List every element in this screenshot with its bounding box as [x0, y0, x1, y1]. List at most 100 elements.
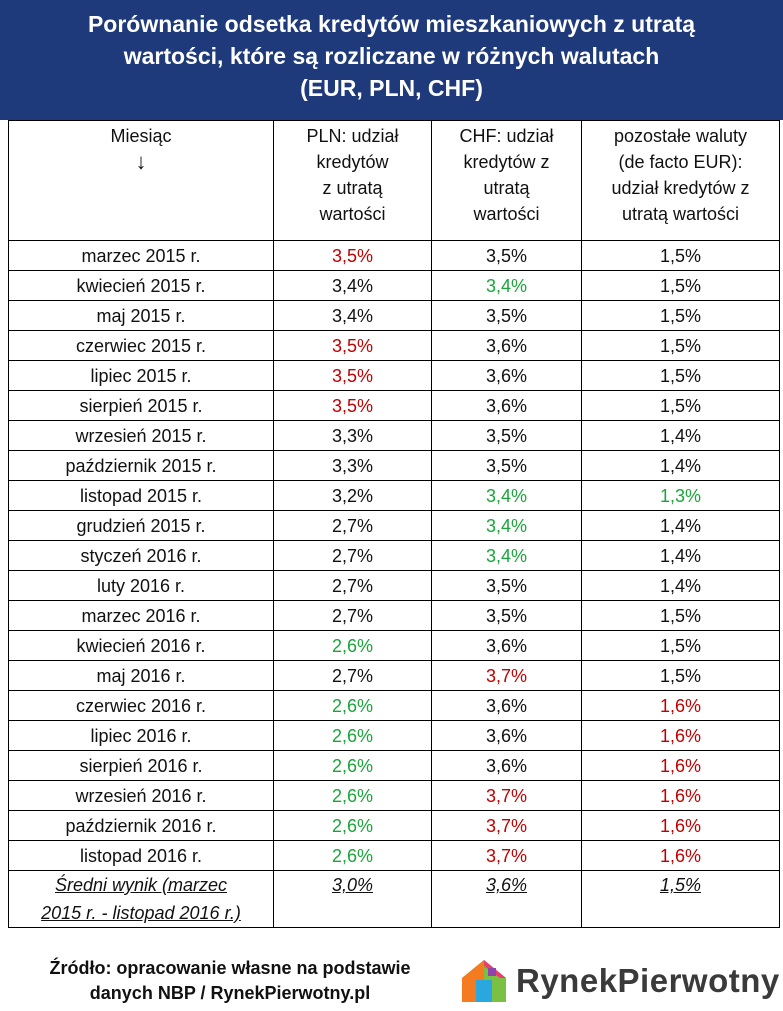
- title-line-3: (EUR, PLN, CHF): [300, 75, 483, 101]
- data-table: Miesiąc ↓ PLN: udział kredytów z utratą wart…: [8, 120, 780, 928]
- pln-cell: 2,6%: [273, 810, 432, 841]
- pln-cell: 3,5%: [273, 240, 432, 271]
- pln-cell: 2,7%: [273, 570, 432, 601]
- other-cell: 1,5%: [581, 240, 780, 271]
- chf-cell: 3,7%: [431, 780, 582, 811]
- other-cell: 1,5%: [581, 300, 780, 331]
- pln-cell: 2,7%: [273, 540, 432, 571]
- other-cell: 1,4%: [581, 510, 780, 541]
- month-cell: wrzesień 2015 r.: [8, 420, 274, 451]
- chf-cell: 3,4%: [431, 270, 582, 301]
- chf-cell: 3,7%: [431, 840, 582, 871]
- month-cell: październik 2015 r.: [8, 450, 274, 481]
- chf-cell: 3,4%: [431, 540, 582, 571]
- pln-cell: 2,6%: [273, 840, 432, 871]
- other-cell: 1,6%: [581, 690, 780, 721]
- other-cell: 1,6%: [581, 810, 780, 841]
- table-row: kwiecień 2015 r. 3,4% 3,4% 1,5%: [8, 270, 780, 301]
- month-cell: sierpień 2016 r.: [8, 750, 274, 781]
- other-cell: 1,5%: [581, 270, 780, 301]
- table-row: maj 2016 r. 2,7% 3,7% 1,5%: [8, 660, 780, 691]
- average-other: 1,5%: [581, 870, 780, 928]
- month-cell: czerwiec 2015 r.: [8, 330, 274, 361]
- chf-cell: 3,4%: [431, 510, 582, 541]
- average-pln: 3,0%: [273, 870, 432, 928]
- other-cell: 1,6%: [581, 720, 780, 751]
- table-row: listopad 2016 r. 2,6% 3,7% 1,6%: [8, 840, 780, 871]
- other-cell: 1,4%: [581, 450, 780, 481]
- table-row: sierpień 2016 r. 2,6% 3,6% 1,6%: [8, 750, 780, 781]
- pln-cell: 2,7%: [273, 600, 432, 631]
- average-chf: 3,6%: [431, 870, 582, 928]
- other-cell: 1,6%: [581, 840, 780, 871]
- table-row: listopad 2015 r. 3,2% 3,4% 1,3%: [8, 480, 780, 511]
- logo-text: RynekPierwotny: [516, 962, 780, 999]
- other-cell: 1,3%: [581, 480, 780, 511]
- table-title: Porównanie odsetka kredytów mieszkaniowy…: [0, 0, 783, 120]
- month-cell: grudzień 2015 r.: [8, 510, 274, 541]
- month-cell: listopad 2015 r.: [8, 480, 274, 511]
- other-cell: 1,5%: [581, 660, 780, 691]
- month-cell: styczeń 2016 r.: [8, 540, 274, 571]
- pln-cell: 3,3%: [273, 450, 432, 481]
- chf-cell: 3,7%: [431, 810, 582, 841]
- pln-cell: 3,4%: [273, 270, 432, 301]
- pln-cell: 3,3%: [273, 420, 432, 451]
- month-cell: październik 2016 r.: [8, 810, 274, 841]
- pln-cell: 3,5%: [273, 330, 432, 361]
- logo: RynekPierwotny: [458, 956, 779, 1006]
- other-cell: 1,4%: [581, 570, 780, 601]
- chf-cell: 3,7%: [431, 660, 582, 691]
- column-header-pln: PLN: udział kredytów z utratą wartości: [273, 120, 432, 241]
- table-row: październik 2016 r. 2,6% 3,7% 1,6%: [8, 810, 780, 841]
- pln-cell: 2,7%: [273, 510, 432, 541]
- table-row: marzec 2016 r. 2,7% 3,5% 1,5%: [8, 600, 780, 631]
- title-line-1: Porównanie odsetka kredytów mieszkaniowy…: [87, 11, 696, 37]
- month-cell: marzec 2015 r.: [8, 240, 274, 271]
- month-cell: sierpień 2015 r.: [8, 390, 274, 421]
- table-body: marzec 2015 r. 3,5% 3,5% 1,5% kwiecień 2015 …: [8, 240, 780, 871]
- month-cell: lipiec 2015 r.: [8, 360, 274, 391]
- other-cell: 1,4%: [581, 420, 780, 451]
- footer: Źródło: opracowanie własne na podstawie …: [0, 952, 783, 1011]
- chf-cell: 3,5%: [431, 300, 582, 331]
- month-cell: luty 2016 r.: [8, 570, 274, 601]
- table-row: czerwiec 2016 r. 2,6% 3,6% 1,6%: [8, 690, 780, 721]
- chf-cell: 3,6%: [431, 750, 582, 781]
- column-header-month: Miesiąc ↓: [8, 120, 274, 241]
- table-row: luty 2016 r. 2,7% 3,5% 1,4%: [8, 570, 780, 601]
- chf-cell: 3,5%: [431, 570, 582, 601]
- source-note: Źródło: opracowanie własne na podstawie …: [49, 958, 411, 1003]
- chf-cell: 3,6%: [431, 690, 582, 721]
- table-row: czerwiec 2015 r. 3,5% 3,6% 1,5%: [8, 330, 780, 361]
- table-row: październik 2015 r. 3,3% 3,5% 1,4%: [8, 450, 780, 481]
- other-cell: 1,5%: [581, 600, 780, 631]
- chf-cell: 3,5%: [431, 420, 582, 451]
- chf-cell: 3,5%: [431, 600, 582, 631]
- other-cell: 1,4%: [581, 540, 780, 571]
- table-row: kwiecień 2016 r. 2,6% 3,6% 1,5%: [8, 630, 780, 661]
- title-line-2: wartości, które są rozliczane w różnych …: [123, 43, 660, 69]
- chf-cell: 3,4%: [431, 480, 582, 511]
- table-row: wrzesień 2015 r. 3,3% 3,5% 1,4%: [8, 420, 780, 451]
- table-row: maj 2015 r. 3,4% 3,5% 1,5%: [8, 300, 780, 331]
- chf-cell: 3,6%: [431, 390, 582, 421]
- pln-cell: 2,6%: [273, 630, 432, 661]
- table-row: styczeń 2016 r. 2,7% 3,4% 1,4%: [8, 540, 780, 571]
- house-logo-icon: [462, 960, 506, 1002]
- month-cell: lipiec 2016 r.: [8, 720, 274, 751]
- average-label: Średni wynik (marzec 2015 r. - listopad …: [8, 870, 274, 928]
- chf-cell: 3,6%: [431, 720, 582, 751]
- month-cell: czerwiec 2016 r.: [8, 690, 274, 721]
- chf-cell: 3,5%: [431, 450, 582, 481]
- month-cell: marzec 2016 r.: [8, 600, 274, 631]
- pln-cell: 2,7%: [273, 660, 432, 691]
- pln-cell: 3,5%: [273, 360, 432, 391]
- other-cell: 1,6%: [581, 750, 780, 781]
- pln-cell: 2,6%: [273, 720, 432, 751]
- table-row: wrzesień 2016 r. 2,6% 3,7% 1,6%: [8, 780, 780, 811]
- other-cell: 1,6%: [581, 780, 780, 811]
- pln-cell: 2,6%: [273, 690, 432, 721]
- table-row: lipiec 2016 r. 2,6% 3,6% 1,6%: [8, 720, 780, 751]
- column-header-other: pozostałe waluty (de facto EUR): udział kr…: [581, 120, 780, 241]
